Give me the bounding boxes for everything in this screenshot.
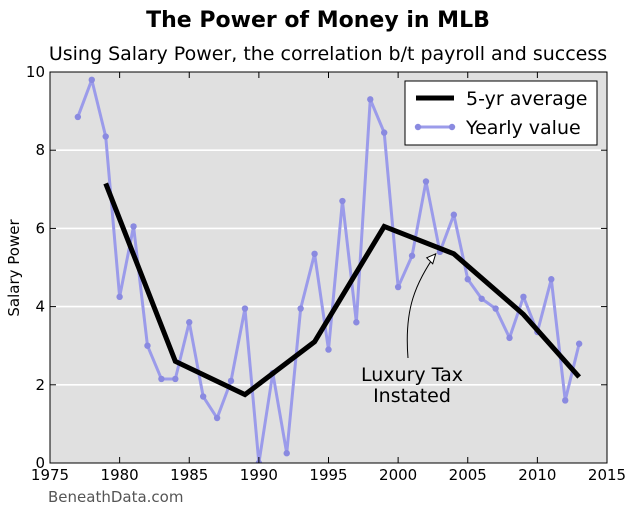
annotation-line-1: Luxury Tax [361,364,463,386]
yearly-point-1982 [144,342,151,349]
yearly-point-2011 [548,276,555,283]
yearly-point-1989 [241,305,249,312]
x-tick-label-1995: 1995 [309,466,347,484]
x-tick-label-2005: 2005 [449,466,487,484]
yearly-point-1993 [297,305,304,312]
yearly-point-2012 [562,397,569,404]
y-tick-label-6: 6 [35,219,45,237]
yearly-point-1987 [213,414,221,422]
yearly-point-2009 [520,293,527,301]
yearly-point-1992 [283,450,290,457]
legend-label-yearly: Yearly value [465,117,581,139]
legend-box [404,80,598,146]
y-tick-label-8: 8 [35,141,45,159]
x-tick-label-1990: 1990 [240,466,278,484]
series-layer [74,76,583,463]
y-tick-label-4: 4 [35,298,45,316]
yearly-point-2013 [575,340,583,347]
yearly-point-2005 [464,276,471,283]
yearly-point-2006 [478,295,485,302]
legend-marker-yearly-left [414,123,422,131]
series-line-5yr-average [103,182,582,398]
x-tick-label-2015: 2015 [588,466,626,484]
legend-marker-yearly-right [448,123,456,131]
annotation: Luxury Tax Instated [361,252,463,407]
yearly-point-1996 [339,197,346,205]
chart-subtitle: Using Salary Power, the correlation b/t … [49,43,607,65]
yearly-point-2001 [408,252,416,259]
yearly-point-1995 [325,346,332,353]
yearly-point-2002 [422,178,430,185]
yearly-point-1981 [130,223,137,230]
y-axis-label: Salary Power [5,219,23,317]
yearly-point-1999 [381,129,388,136]
y-tick-label-2: 2 [35,376,45,394]
x-tick-label-1985: 1985 [170,466,208,484]
axis-ticks: 1975 1980 1985 1990 1995 2000 2005 2010 2015 0 2 4 6… [26,63,626,484]
x-tick-label-1975: 1975 [31,466,69,484]
chart-title: The Power of Money in MLB [146,8,490,33]
yearly-point-1978 [88,76,95,84]
legend: 5-yr average Yearly value [404,80,598,146]
annotation-line-2: Instated [373,385,451,407]
annotation-arrow [406,253,437,359]
watermark: BeneathData.com [48,488,183,506]
yearly-point-1986 [199,393,207,400]
yearly-point-1983 [158,375,165,383]
annotation-arrowhead [425,252,437,265]
yearly-point-1977 [74,113,82,121]
yearly-point-1980 [116,293,123,301]
yearly-point-1984 [172,375,179,383]
yearly-point-1997 [353,319,360,326]
x-tick-label-1980: 1980 [101,466,139,484]
yearly-point-1985 [186,319,193,326]
yearly-point-1994 [311,250,318,258]
yearly-point-2000 [394,283,402,291]
legend-label-5yr: 5-yr average [466,88,588,110]
x-tick-label-2010: 2010 [518,466,556,484]
yearly-point-2004 [450,211,458,218]
x-tick-label-2000: 2000 [379,466,417,484]
yearly-point-2008 [506,334,513,342]
yearly-point-2007 [492,305,499,312]
yearly-point-1998 [367,96,374,103]
y-tick-label-10: 10 [26,63,45,81]
yearly-point-1988 [227,377,235,385]
yearly-point-1979 [102,133,109,140]
y-tick-label-0: 0 [35,454,45,472]
